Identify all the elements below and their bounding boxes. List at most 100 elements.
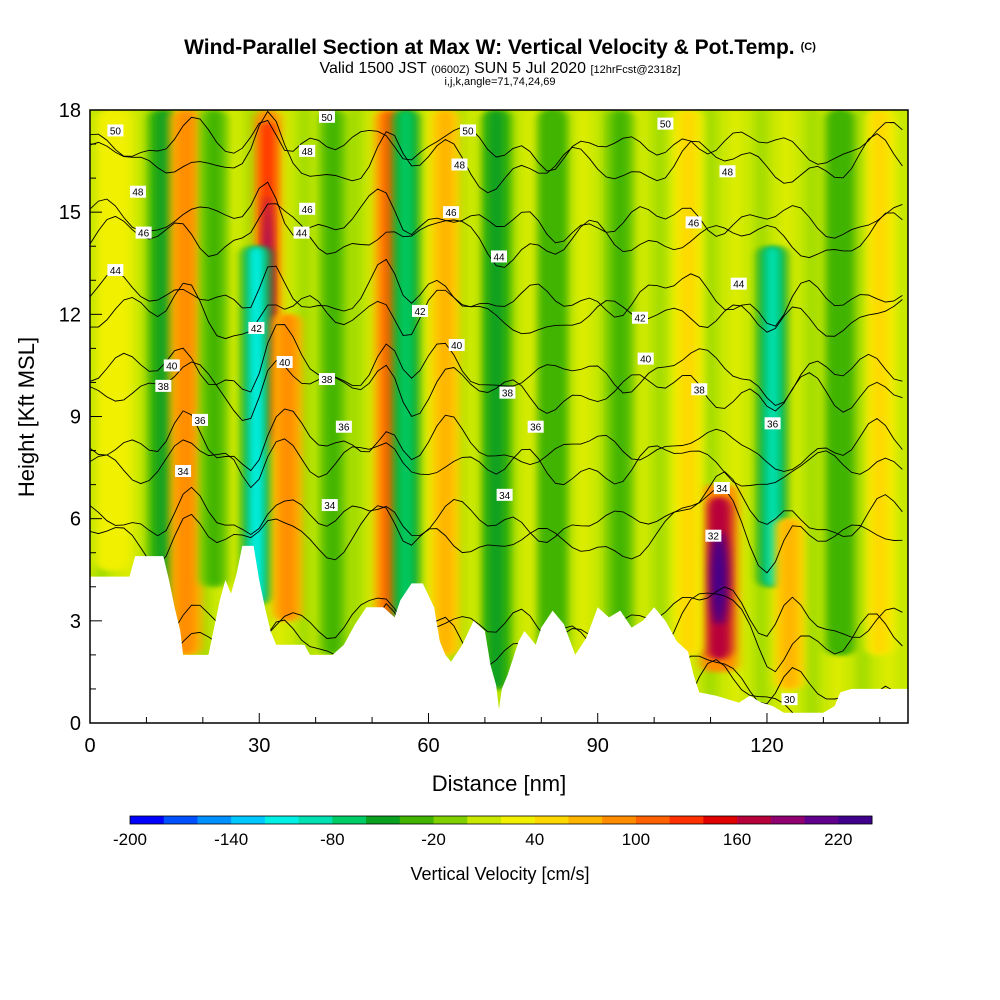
x-tick-label: 60 (417, 735, 439, 757)
velocity-features (95, 110, 895, 723)
theta-label-bg (730, 277, 747, 290)
theta-contour (90, 0, 902, 13)
velocity-cell (436, 110, 454, 655)
theta-label-text: 46 (445, 208, 457, 219)
theta-label: 46 (443, 206, 460, 219)
theta-label-text: 42 (414, 307, 426, 318)
theta-contour (90, 324, 903, 407)
theta-label: 50 (459, 124, 476, 137)
colorbar-segment (669, 816, 704, 824)
theta-contour (90, 360, 903, 422)
theta-label-text: 38 (502, 389, 514, 400)
theta-label-text: 36 (194, 416, 206, 427)
theta-label: 50 (107, 124, 124, 137)
theta-label: 34 (713, 482, 730, 495)
x-tick-label: 90 (587, 735, 609, 757)
theta-label: 44 (293, 226, 310, 240)
theta-label-text: 44 (296, 229, 308, 240)
theta-label: 44 (107, 264, 124, 277)
colorbar-segment (231, 816, 266, 824)
theta-label: 46 (685, 216, 702, 229)
theta-label-text: 48 (132, 188, 144, 199)
theta-label-text: 50 (462, 126, 474, 137)
theta-label-bg (496, 488, 513, 501)
colorbar-tick-label: 100 (622, 830, 650, 849)
theta-label-bg (107, 124, 124, 137)
theta-label: 46 (299, 202, 316, 216)
theta-label-text: 36 (530, 423, 542, 434)
colorbar-segment (838, 816, 873, 824)
theta-contour (90, 488, 903, 574)
theta-contour (90, 110, 903, 194)
theta-label-bg (632, 311, 649, 324)
theta-label: 34 (321, 499, 338, 512)
theta-label: 44 (491, 250, 507, 263)
y-axis-label: Height [Kft MSL] (14, 337, 39, 497)
colorbar-tick-label: -80 (320, 830, 345, 849)
theta-label-text: 34 (324, 501, 336, 512)
theta-label-text: 32 (708, 532, 720, 543)
y-tick-label: 0 (70, 713, 81, 735)
theta-label-bg (192, 413, 209, 426)
theta-label: 30 (781, 693, 798, 706)
theta-label-text: 42 (634, 314, 646, 325)
theta-label: 48 (451, 158, 468, 171)
theta-label-bg (448, 338, 465, 351)
theta-label-text: 30 (784, 695, 796, 706)
theta-label-bg (155, 379, 172, 392)
theta-label: 36 (192, 413, 209, 427)
theta-label-bg (459, 124, 476, 137)
theta-label-text: 50 (110, 126, 122, 137)
theta-label-text: 34 (178, 467, 190, 478)
theta-contour (90, 54, 902, 87)
theta-contour (90, 282, 903, 340)
theta-label: 50 (318, 110, 335, 124)
theta-label: 42 (632, 311, 649, 325)
colorbar-segment (298, 816, 333, 824)
theta-label-bg (299, 144, 316, 157)
chart-title-text: Wind-Parallel Section at Max W: Vertical… (184, 36, 795, 59)
theta-label-bg (719, 165, 736, 178)
grid-indices: i,j,k,angle=71,74,24,69 (444, 76, 556, 88)
colorbar-segment (197, 816, 232, 824)
velocity-cell (781, 518, 798, 689)
theta-label-bg (175, 464, 192, 477)
valid-date: SUN 5 Jul 2020 (473, 60, 587, 77)
theta-label-bg (451, 158, 468, 171)
colorbar-tick-label: 40 (525, 830, 544, 849)
theta-label-bg (107, 264, 124, 277)
theta-label-bg (135, 226, 152, 239)
theta-label-bg (412, 304, 429, 317)
y-tick-label: 6 (70, 509, 81, 531)
theta-label: 36 (335, 420, 352, 434)
theta-label-bg (293, 226, 310, 239)
x-tick-label: 30 (248, 735, 270, 757)
theta-label-text: 38 (321, 375, 333, 386)
theta-label-text: 48 (722, 167, 734, 178)
theta-label-bg (276, 356, 293, 369)
theta-contour (90, 0, 902, 35)
theta-contour (90, 203, 903, 268)
theta-contour-labels: 50 50 50 50 48 48 48 48 46 46 46 46 44 44 44 44 42 42 42 40… (107, 110, 798, 706)
theta-label: 40 (448, 338, 465, 352)
colorbar-segment (332, 816, 367, 824)
chart-title: Wind-Parallel Section at Max W: Vertical… (0, 36, 1000, 60)
y-tick-label: 3 (70, 611, 81, 633)
colorbar-segment (501, 816, 536, 824)
theta-label-text: 44 (733, 280, 745, 291)
theta-label: 48 (719, 165, 736, 178)
theta-label-bg (499, 386, 516, 399)
terrain-mask (90, 545, 908, 723)
colorbar-segment (467, 816, 502, 824)
velocity-cell (278, 314, 296, 621)
colorbar-segment (163, 816, 198, 824)
colorbar-segment (366, 816, 401, 824)
colorbar-segment (399, 816, 435, 824)
colorbar-frame (129, 815, 873, 825)
theta-label-text: 40 (166, 361, 178, 372)
theta-label-bg (637, 352, 654, 365)
theta-label-bg (491, 250, 507, 263)
theta-label-text: 46 (302, 205, 314, 216)
theta-contour (90, 116, 903, 172)
